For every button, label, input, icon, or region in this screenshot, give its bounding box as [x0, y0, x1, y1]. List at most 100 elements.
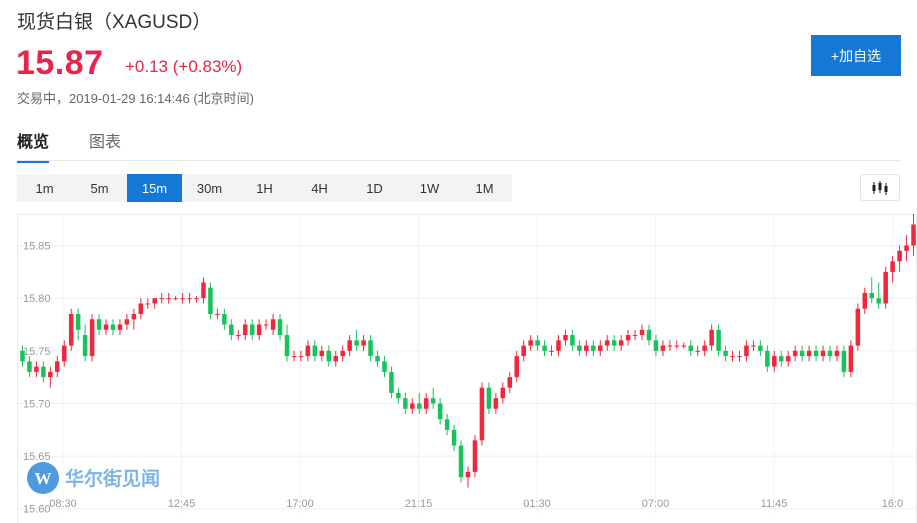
- candle-body: [911, 224, 916, 246]
- interval-30m[interactable]: 30m: [196, 180, 223, 196]
- interval-4h[interactable]: 4H: [311, 180, 328, 196]
- interval-1d[interactable]: 1D: [366, 180, 383, 196]
- interval-1m[interactable]: 1m: [35, 180, 54, 196]
- candle-body: [632, 335, 638, 337]
- candle-body: [904, 245, 909, 251]
- candle-body: [110, 324, 116, 330]
- candle-body: [347, 340, 352, 351]
- interval-1w[interactable]: 1W: [419, 180, 440, 196]
- candle-body: [472, 440, 478, 472]
- candle-body: [681, 345, 687, 347]
- x-tick-label: 07:00: [642, 498, 670, 510]
- candle-body: [778, 356, 784, 362]
- interval-15m[interactable]: 15m: [127, 174, 182, 202]
- candle-body: [159, 298, 164, 300]
- candle-body: [486, 387, 492, 409]
- candle-body: [535, 340, 540, 346]
- candle-body: [563, 335, 568, 341]
- interval-5m[interactable]: 5m: [90, 180, 109, 196]
- candle-body: [75, 314, 81, 330]
- candle-body: [396, 392, 401, 399]
- y-tick-label: 15.80: [23, 293, 51, 305]
- candlestick-icon: [872, 180, 888, 195]
- candle-body: [604, 340, 610, 346]
- candle-body: [820, 350, 826, 357]
- candle-body: [855, 308, 861, 346]
- candle-body: [145, 303, 151, 305]
- candle-body: [437, 403, 443, 420]
- candle-body: [556, 340, 561, 351]
- candle-body: [542, 345, 547, 351]
- candle-body: [528, 340, 533, 346]
- candle-body: [277, 319, 283, 336]
- candle-body: [570, 335, 575, 346]
- price-chart[interactable]: 15.85 15.80 15.75 15.70 15.65 15.60 08:30 12:45…: [17, 214, 917, 523]
- candle-body: [34, 366, 39, 372]
- candle-body: [744, 345, 749, 357]
- candle-body: [417, 403, 422, 409]
- candle-body: [284, 335, 290, 357]
- candle-body: [173, 298, 178, 300]
- candle-body: [82, 335, 88, 357]
- candle-body: [138, 303, 144, 314]
- candle-body: [591, 345, 596, 351]
- candle-body: [180, 298, 185, 300]
- candle-body: [827, 350, 833, 357]
- chart-type-button[interactable]: [860, 174, 900, 201]
- candle-body: [716, 329, 721, 351]
- candle-body: [799, 350, 805, 357]
- interval-1mo[interactable]: 1M: [475, 180, 494, 196]
- candle-body: [730, 356, 735, 358]
- candle-body: [430, 398, 436, 404]
- tab-overview[interactable]: 概览: [17, 128, 50, 163]
- candle-body: [20, 350, 25, 362]
- add-to-watchlist-button[interactable]: +加自选: [811, 35, 901, 76]
- candle-body: [883, 271, 888, 304]
- candle-body: [242, 324, 248, 336]
- candle-body: [312, 345, 318, 357]
- candle-body: [862, 292, 868, 309]
- candle-body: [695, 350, 700, 352]
- x-tick-label: 12:45: [168, 498, 196, 510]
- candle-body: [256, 324, 262, 336]
- candle-body: [354, 340, 359, 346]
- candle-body: [598, 345, 603, 351]
- trading-status: 交易中，2019-01-29 16:14:46 (北京时间): [17, 91, 254, 106]
- candle-body: [96, 319, 102, 330]
- candle-body: [410, 403, 415, 409]
- candle-body: [465, 471, 471, 478]
- page-title: 现货白银（XAGUSD）: [17, 12, 212, 33]
- candle-body: [639, 329, 645, 336]
- candle-body: [89, 319, 95, 357]
- current-price: 15.87: [16, 44, 104, 82]
- candle-body: [792, 350, 798, 357]
- candle-body: [236, 335, 241, 337]
- watermark-logo-letter: W: [35, 469, 52, 488]
- candle-body: [423, 398, 429, 409]
- x-tick-label: 11:45: [761, 498, 788, 510]
- candle-body: [48, 371, 53, 378]
- candle-body: [68, 314, 74, 346]
- candle-body: [403, 398, 408, 409]
- watermark-logo-icon: [27, 462, 59, 494]
- candle-body: [500, 387, 506, 399]
- candle-body: [758, 345, 763, 351]
- x-tick-label: 08:30: [49, 498, 77, 510]
- candle-body: [326, 350, 332, 362]
- candle-body: [618, 340, 624, 346]
- candle-body: [869, 292, 875, 299]
- candle-body: [194, 298, 199, 300]
- tab-chart[interactable]: 图表: [89, 134, 122, 151]
- candle-body: [751, 345, 756, 347]
- candle-body: [772, 356, 777, 367]
- candle-body: [229, 324, 234, 336]
- candle-body: [319, 350, 325, 357]
- candle-body: [451, 429, 457, 446]
- watermark-text: 华尔街见闻: [65, 467, 160, 490]
- candle-body: [848, 345, 854, 372]
- candle-body: [291, 356, 297, 358]
- candle-body: [222, 314, 227, 325]
- interval-1h[interactable]: 1H: [256, 180, 273, 196]
- candle-body: [806, 350, 812, 357]
